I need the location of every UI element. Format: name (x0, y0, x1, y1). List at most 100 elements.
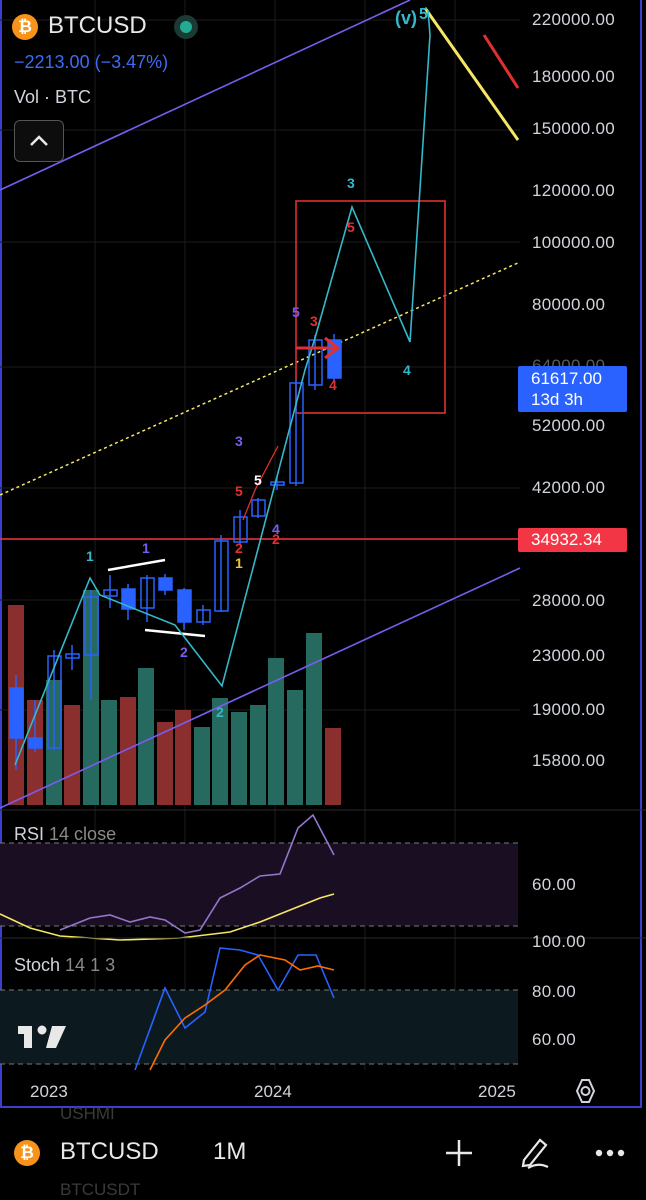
price-change: −2213.00 (−3.47%) (14, 52, 169, 72)
symbol-title[interactable]: BTCUSD (48, 12, 147, 39)
volume-bar (194, 727, 210, 805)
wave-label: 4 (329, 377, 337, 393)
volume-bar (287, 690, 303, 805)
ghost-symbol-top: USHMI (60, 1104, 115, 1123)
wave-label: 2 (180, 644, 188, 660)
price-tick: 42000.00 (532, 478, 606, 497)
channel-lower-line[interactable] (0, 567, 521, 809)
target-box[interactable] (295, 200, 446, 414)
stoch-band (0, 990, 518, 1064)
tradingview-logo (18, 1025, 66, 1048)
volume-bar (157, 722, 173, 805)
volume-bar (175, 710, 191, 805)
price-tick: 220000.00 (532, 10, 616, 29)
price-tick: 15800.00 (532, 751, 606, 770)
stoch-tick: 80.00 (532, 982, 577, 1001)
rsi-band (0, 843, 518, 926)
wave-label: 5 (347, 219, 355, 235)
chart-canvas[interactable]: (v) 5 3 5 5 3 4 4 3 5 5 4 2 1 1 2 2 2 1 (0, 0, 646, 1110)
channel-upper-line[interactable] (0, 0, 411, 191)
stoch-tick: 100.00 (532, 932, 586, 951)
price-tick: 80000.00 (532, 295, 606, 314)
volume-bar (268, 658, 284, 805)
dotted-trend-line[interactable] (0, 261, 521, 496)
volume-label: Vol · BTC (14, 87, 92, 107)
volume-bar (138, 668, 154, 805)
grid-lines (0, 0, 520, 1070)
chevron-up-icon (30, 135, 48, 146)
candle-countdown: 13d 3h (531, 390, 583, 409)
stoch-legend[interactable]: Stoch 14 1 3 (14, 955, 115, 976)
support-line[interactable] (144, 628, 206, 638)
volume-bar (231, 712, 247, 805)
resistance-line[interactable] (107, 558, 166, 572)
collapse-button[interactable] (14, 120, 64, 162)
wave-label: 3 (347, 175, 355, 191)
current-price-tag[interactable]: 61617.00 13d 3h (518, 366, 627, 412)
wave-label: 5 (419, 6, 428, 23)
price-tick: 150000.00 (532, 119, 616, 138)
price-tick: 28000.00 (532, 591, 606, 610)
rsi-ma-line (0, 893, 335, 941)
wave-label: 1 (86, 548, 94, 564)
price-tick: 23000.00 (532, 646, 606, 665)
wave-labels: (v) 5 3 5 5 3 4 4 3 5 5 4 2 1 1 2 2 2 1 (86, 6, 428, 720)
time-tick: 2023 (30, 1082, 68, 1101)
stoch-params: 14 1 3 (65, 955, 116, 975)
wave-label: (v) (395, 8, 417, 28)
price-tick: 52000.00 (532, 416, 606, 435)
price-tick: 19000.00 (532, 700, 606, 719)
settings-icon[interactable] (575, 1079, 596, 1103)
pen-icon[interactable] (518, 1134, 552, 1170)
horizontal-line-price: 34932.34 (531, 530, 602, 549)
volume-bars (8, 590, 341, 805)
status-dot-icon (174, 15, 198, 39)
rsi-params: 14 close (49, 824, 117, 844)
horizontal-line-price-tag[interactable]: 34932.34 (518, 528, 627, 552)
wave-label: 4 (272, 521, 280, 537)
wave-label: 3 (310, 313, 318, 329)
wave-label: 2 (216, 704, 224, 720)
wave-label: 2 (272, 531, 280, 547)
price-tick: 100000.00 (532, 233, 616, 252)
wave-label: 5 (235, 483, 243, 499)
stoch-d-line (149, 954, 335, 1071)
rsi-tick: 60.00 (532, 875, 577, 894)
stoch-label: Stoch (14, 955, 61, 975)
time-tick: 2025 (478, 1082, 516, 1101)
volume-bar (212, 698, 228, 805)
volume-bar (306, 633, 322, 805)
wave-label: 1 (235, 555, 243, 571)
wave-label: 4 (403, 362, 411, 378)
rsi-legend[interactable]: RSI 14 close (14, 824, 116, 845)
arrow-head (324, 336, 341, 360)
price-tick: 120000.00 (532, 181, 616, 200)
volume-bar (250, 705, 266, 805)
interval-selector[interactable]: 1M (213, 1138, 247, 1165)
minor-wave-path (242, 445, 279, 521)
rsi-line (59, 813, 335, 934)
price-tick: 180000.00 (532, 67, 616, 86)
bitcoin-icon: ₿ (14, 1140, 40, 1166)
symbol-selector[interactable]: BTCUSD (60, 1138, 159, 1165)
plus-icon[interactable] (444, 1138, 474, 1168)
rsi-label: RSI (14, 824, 45, 844)
yellow-projection-line[interactable] (423, 7, 520, 141)
bottom-toolbar: USHMI BTCUSDT ₿ BTCUSD 1M (0, 1104, 646, 1200)
more-horizontal-icon[interactable] (594, 1147, 628, 1159)
stoch-k-line (134, 947, 335, 1071)
bitcoin-icon: ₿ (12, 14, 38, 40)
elliott-wave-path[interactable] (14, 9, 431, 766)
volume-bar (325, 728, 341, 805)
volume-bar (64, 705, 80, 805)
volume-bar (101, 700, 117, 805)
wave-label: 5 (292, 304, 300, 320)
wave-label: 3 (235, 433, 243, 449)
ghost-symbol-bottom: BTCUSDT (60, 1180, 141, 1199)
wave-label: 1 (142, 540, 150, 556)
volume-bar (120, 697, 136, 805)
red-projection-line[interactable] (482, 34, 520, 89)
wave-label: 5 (254, 472, 262, 488)
time-tick: 2024 (254, 1082, 292, 1101)
